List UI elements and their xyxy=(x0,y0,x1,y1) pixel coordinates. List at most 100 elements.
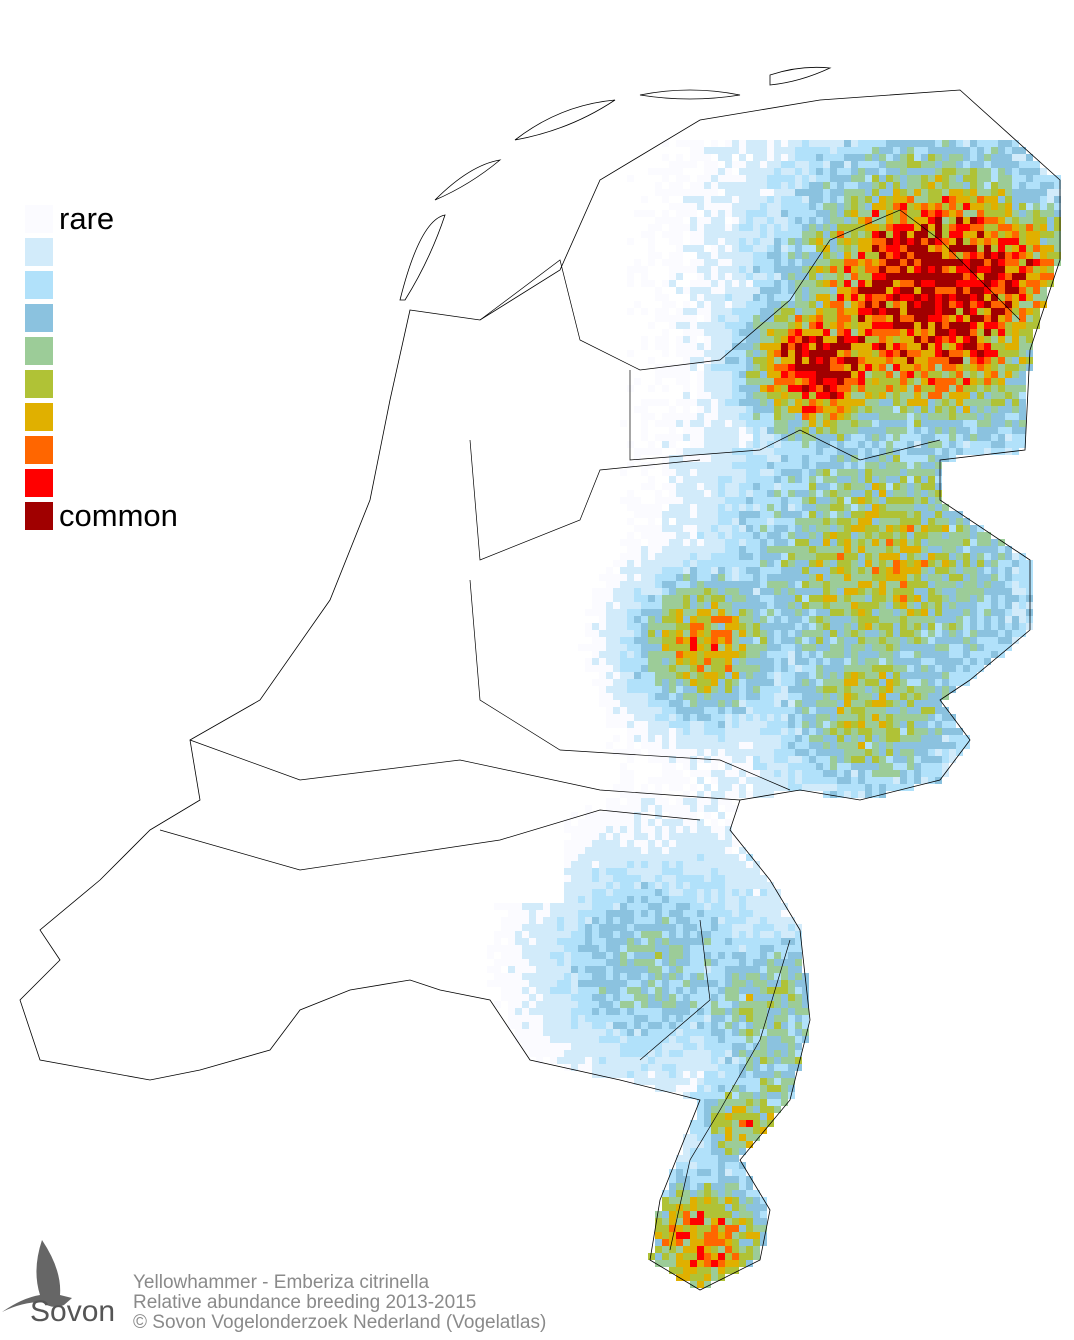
abundance-cell xyxy=(795,511,802,518)
abundance-cell xyxy=(1033,168,1040,175)
abundance-cell xyxy=(1019,154,1026,161)
abundance-cell xyxy=(907,553,914,560)
abundance-cell xyxy=(781,294,788,301)
abundance-cell xyxy=(823,329,830,336)
abundance-cell xyxy=(886,784,893,791)
abundance-cell xyxy=(956,539,963,546)
abundance-cell xyxy=(865,497,872,504)
abundance-cell xyxy=(823,483,830,490)
abundance-cell xyxy=(662,777,669,784)
abundance-cell xyxy=(683,721,690,728)
abundance-cell xyxy=(690,287,697,294)
abundance-cell xyxy=(774,742,781,749)
abundance-cell xyxy=(711,308,718,315)
abundance-cell xyxy=(914,686,921,693)
abundance-cell xyxy=(998,427,1005,434)
abundance-cell xyxy=(858,658,865,665)
abundance-cell xyxy=(697,175,704,182)
abundance-cell xyxy=(963,168,970,175)
abundance-cell xyxy=(1026,301,1033,308)
abundance-cell xyxy=(1054,252,1061,259)
abundance-cell xyxy=(711,231,718,238)
abundance-cell xyxy=(844,574,851,581)
abundance-cell xyxy=(949,406,956,413)
abundance-cell xyxy=(935,728,942,735)
abundance-cell xyxy=(830,504,837,511)
abundance-cell xyxy=(984,399,991,406)
abundance-cell xyxy=(935,588,942,595)
abundance-cell xyxy=(767,574,774,581)
abundance-cell xyxy=(753,476,760,483)
abundance-cell xyxy=(963,399,970,406)
abundance-cell xyxy=(690,728,697,735)
abundance-cell xyxy=(767,672,774,679)
abundance-cell xyxy=(767,224,774,231)
abundance-cell xyxy=(683,322,690,329)
abundance-cell xyxy=(753,784,760,791)
abundance-cell xyxy=(704,588,711,595)
abundance-cell xyxy=(641,273,648,280)
abundance-cell xyxy=(984,588,991,595)
abundance-cell xyxy=(956,574,963,581)
abundance-cell xyxy=(900,721,907,728)
abundance-cell xyxy=(690,399,697,406)
abundance-cell xyxy=(802,301,809,308)
abundance-cell xyxy=(879,728,886,735)
abundance-cell xyxy=(879,238,886,245)
abundance-cell xyxy=(760,679,767,686)
abundance-cell xyxy=(718,553,725,560)
abundance-cell xyxy=(830,175,837,182)
abundance-cell xyxy=(970,210,977,217)
abundance-cell xyxy=(935,217,942,224)
abundance-cell xyxy=(739,714,746,721)
abundance-cell xyxy=(739,154,746,161)
abundance-cell xyxy=(599,574,606,581)
abundance-cell xyxy=(991,630,998,637)
abundance-cell xyxy=(697,196,704,203)
abundance-cell xyxy=(858,721,865,728)
abundance-cell xyxy=(872,357,879,364)
abundance-cell xyxy=(991,189,998,196)
abundance-cell xyxy=(984,273,991,280)
abundance-cell xyxy=(970,399,977,406)
abundance-cell xyxy=(830,784,837,791)
abundance-cell xyxy=(1019,266,1026,273)
abundance-cell xyxy=(627,756,634,763)
abundance-cell xyxy=(767,784,774,791)
abundance-cell xyxy=(900,371,907,378)
abundance-cell xyxy=(963,742,970,749)
abundance-cell xyxy=(851,518,858,525)
abundance-cell xyxy=(683,329,690,336)
abundance-cell xyxy=(851,448,858,455)
abundance-cell xyxy=(921,385,928,392)
abundance-cell xyxy=(823,651,830,658)
abundance-cell xyxy=(641,560,648,567)
abundance-cell xyxy=(746,532,753,539)
abundance-cell xyxy=(977,336,984,343)
abundance-cell xyxy=(795,546,802,553)
abundance-cell xyxy=(1005,364,1012,371)
abundance-cell xyxy=(865,679,872,686)
abundance-cell xyxy=(634,651,641,658)
abundance-cell xyxy=(851,651,858,658)
abundance-cell xyxy=(977,343,984,350)
abundance-cell xyxy=(760,182,767,189)
abundance-cell xyxy=(669,672,676,679)
abundance-cell xyxy=(732,378,739,385)
abundance-cell xyxy=(802,420,809,427)
abundance-cell xyxy=(739,273,746,280)
abundance-cell xyxy=(1054,203,1061,210)
abundance-cell xyxy=(683,399,690,406)
abundance-cell xyxy=(935,658,942,665)
abundance-cell xyxy=(844,490,851,497)
abundance-cell xyxy=(1040,217,1047,224)
abundance-cell xyxy=(767,609,774,616)
abundance-cell xyxy=(886,658,893,665)
abundance-cell xyxy=(921,189,928,196)
abundance-cell xyxy=(809,609,816,616)
abundance-cell xyxy=(655,378,662,385)
abundance-cell xyxy=(662,637,669,644)
abundance-cell xyxy=(753,469,760,476)
abundance-cell xyxy=(956,378,963,385)
abundance-cell xyxy=(844,329,851,336)
